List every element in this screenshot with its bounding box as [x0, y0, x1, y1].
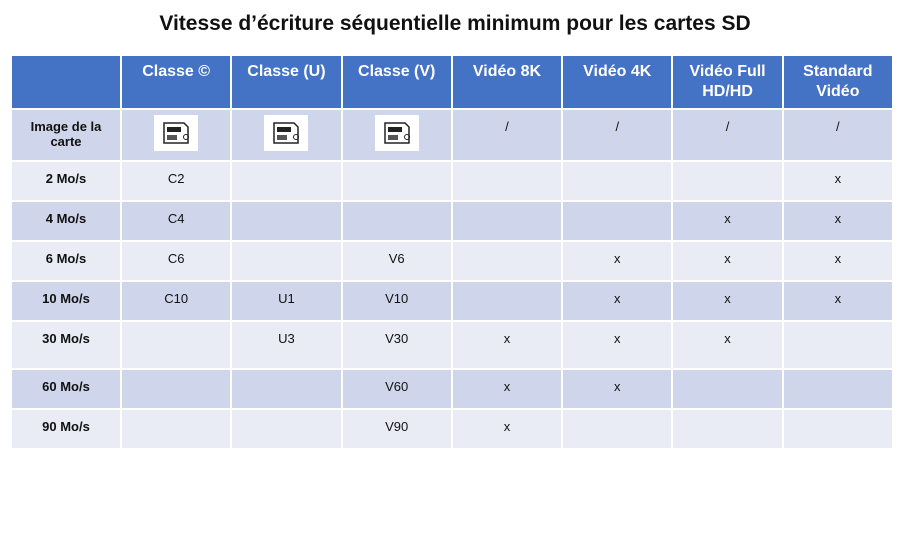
table-cell: [671, 368, 784, 410]
table-cell: x: [781, 280, 895, 322]
table-cell: [230, 408, 343, 450]
table-row: 30 Mo/s U3 V30 x x x: [10, 320, 895, 370]
table-cell: [230, 240, 343, 282]
card-icon: [154, 115, 199, 151]
table-cell: x: [561, 368, 674, 410]
card-logo: [163, 122, 190, 144]
header-cell: Vidéo Full HD/HD: [671, 54, 784, 110]
header-cell: Classe (U): [230, 54, 343, 110]
table-cell: [230, 200, 343, 242]
table-cell: x: [671, 200, 784, 242]
table-cell: C2: [119, 160, 233, 202]
table-cell: [230, 108, 343, 162]
table: Classe © Classe (U) Classe (V) Vidéo 8K Vidé…: [10, 54, 895, 450]
table-row: 90 Mo/s V90 x: [10, 408, 895, 450]
header-cell: Vidéo 4K: [561, 54, 674, 110]
table-cell: [119, 368, 233, 410]
header-cell: Classe ©: [119, 54, 233, 110]
table-cell: x: [450, 320, 564, 370]
table-cell: C6: [119, 240, 233, 282]
row-label: 30 Mo/s: [10, 320, 122, 370]
table-cell: /: [671, 108, 784, 162]
table-cell: x: [450, 408, 564, 450]
table-cell: /: [450, 108, 564, 162]
table-cell: x: [671, 320, 784, 370]
table-cell: x: [561, 280, 674, 322]
table-cell: V60: [340, 368, 453, 410]
card-icon: [374, 115, 419, 151]
table-cell: [561, 160, 674, 202]
row-label: 60 Mo/s: [10, 368, 122, 410]
table-cell: x: [781, 240, 895, 282]
table-row: 6 Mo/s C6 V6 x x x: [10, 240, 895, 282]
table-cell: x: [781, 200, 895, 242]
row-label: Image de la carte: [10, 108, 122, 162]
table-cell: [450, 240, 564, 282]
table-cell: [781, 368, 895, 410]
table-cell: /: [781, 108, 895, 162]
card-logo: [383, 122, 410, 144]
table-cell: [119, 408, 233, 450]
card-logo: [273, 122, 300, 144]
table-cell: x: [781, 160, 895, 202]
table-cell: U1: [230, 280, 343, 322]
table-row: 2 Mo/s C2 x: [10, 160, 895, 202]
table-cell: [230, 160, 343, 202]
table-cell: x: [671, 280, 784, 322]
table-cell: /: [561, 108, 674, 162]
header-cell: [10, 54, 122, 110]
table-cell: x: [671, 240, 784, 282]
table-cell: [450, 280, 564, 322]
table-row: 4 Mo/s C4 x x: [10, 200, 895, 242]
table-row: 60 Mo/s V60 x x: [10, 368, 895, 410]
table-row: Image de la carte / / / /: [10, 108, 895, 162]
table-cell: V6: [340, 240, 453, 282]
table-cell: V90: [340, 408, 453, 450]
header-cell: Standard Vidéo: [781, 54, 895, 110]
table-cell: x: [561, 240, 674, 282]
table-cell: [671, 408, 784, 450]
table-cell: [230, 368, 343, 410]
table-cell: [671, 160, 784, 202]
table-cell: V10: [340, 280, 453, 322]
table-row: 10 Mo/s C10 U1 V10 x x x: [10, 280, 895, 322]
table-cell: [561, 408, 674, 450]
table-cell: U3: [230, 320, 343, 370]
table-cell: [561, 200, 674, 242]
header-cell: Vidéo 8K: [450, 54, 564, 110]
table-cell: C4: [119, 200, 233, 242]
table-cell: x: [561, 320, 674, 370]
card-icon: [264, 115, 309, 151]
header-cell: Classe (V): [340, 54, 453, 110]
table-cell: [450, 200, 564, 242]
row-label: 2 Mo/s: [10, 160, 122, 202]
table-cell: [340, 108, 453, 162]
table-cell: [340, 200, 453, 242]
table-cell: [450, 160, 564, 202]
table-cell: [340, 160, 453, 202]
row-label: 6 Mo/s: [10, 240, 122, 282]
table-cell: [781, 320, 895, 370]
table-cell: [119, 108, 233, 162]
row-label: 10 Mo/s: [10, 280, 122, 322]
table-cell: V30: [340, 320, 453, 370]
row-label: 4 Mo/s: [10, 200, 122, 242]
table-cell: [781, 408, 895, 450]
title: Vitesse d’écriture séquentielle minimum …: [159, 12, 751, 35]
row-label: 90 Mo/s: [10, 408, 122, 450]
header-row: Classe © Classe (U) Classe (V) Vidéo 8K Vidé…: [10, 54, 895, 110]
table-cell: [119, 320, 233, 370]
table-cell: x: [450, 368, 564, 410]
table-cell: C10: [119, 280, 233, 322]
